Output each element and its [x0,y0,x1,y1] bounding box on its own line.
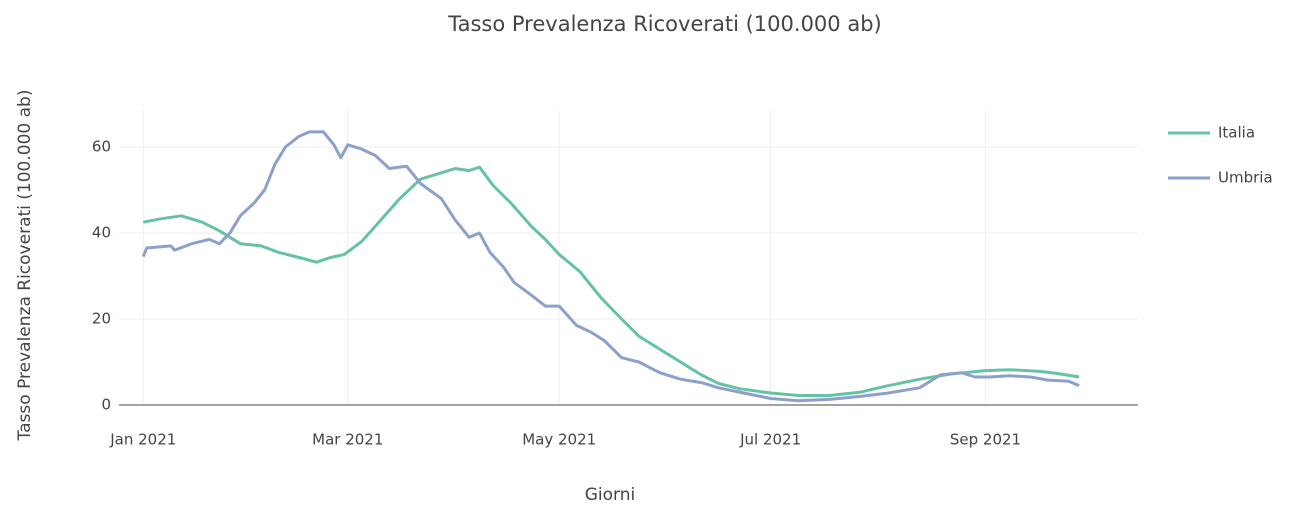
y-tick-label: 20 [92,309,111,327]
legend-label: Umbria [1218,169,1273,187]
chart-title: Tasso Prevalenza Ricoverati (100.000 ab) [447,12,881,36]
legend-label: Italia [1218,124,1255,142]
y-tick-label: 40 [92,223,111,241]
x-axis-title: Giorni [585,485,636,505]
data-line [143,165,1080,397]
x-tick-label: Jul 2021 [739,431,801,449]
y-axis-title: Tasso Prevalenza Ricoverati (100.000 ab) [15,90,35,442]
x-tick-label: Sep 2021 [950,431,1021,449]
y-tick-label: 60 [92,137,111,155]
data-line [141,130,1080,403]
x-tick-label: Mar 2021 [312,431,383,449]
x-tick-label: May 2021 [522,431,596,449]
y-tick-label: 0 [101,396,111,414]
x-tick-label: Jan 2021 [109,431,176,449]
